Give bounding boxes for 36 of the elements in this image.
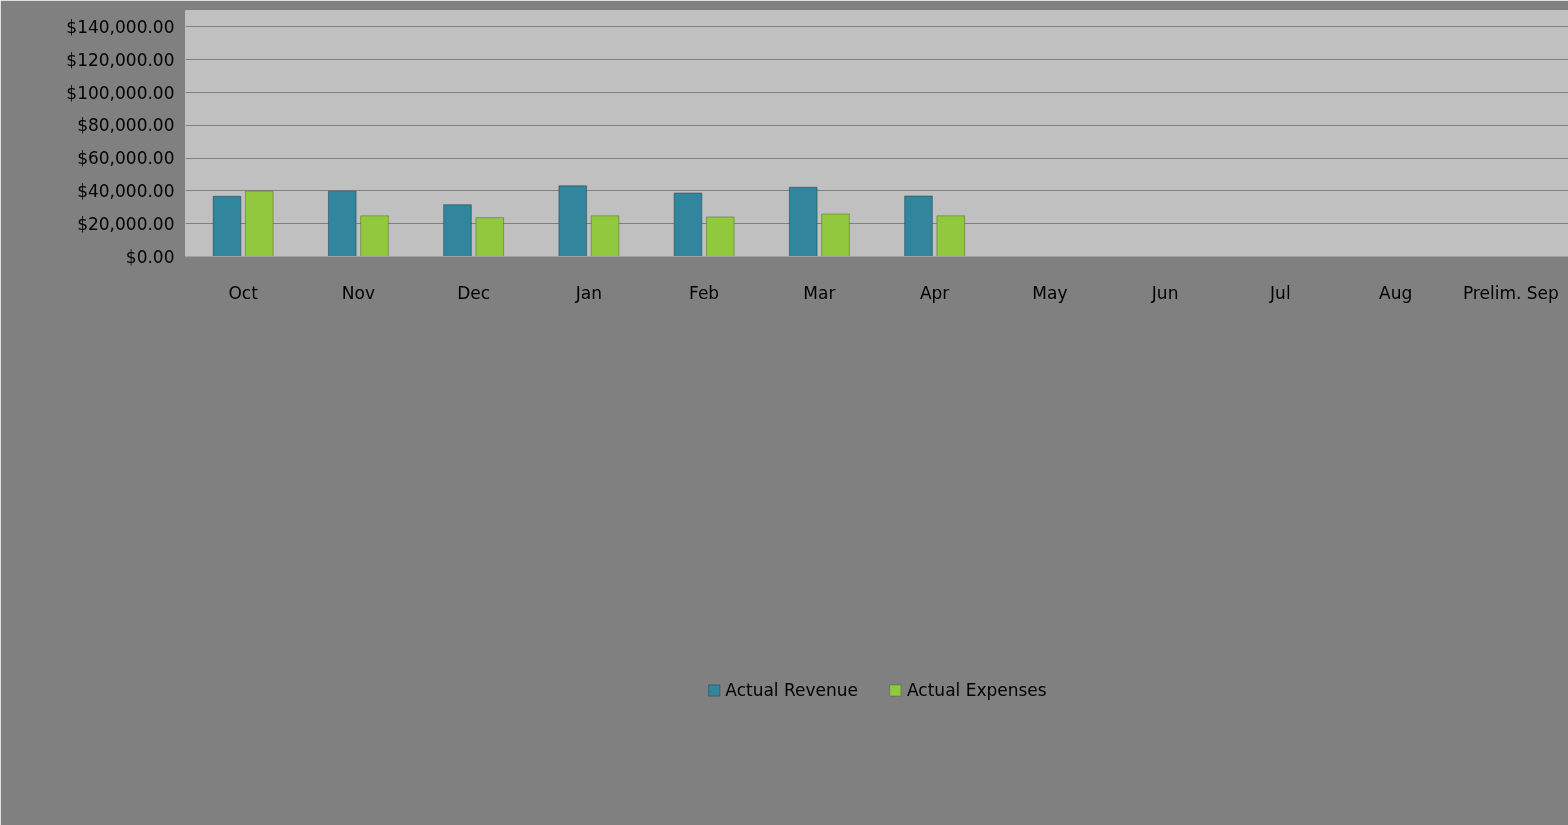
x-tick-label: Mar [803,282,836,303]
legend-label: Actual Expenses [907,680,1047,700]
bar [590,215,620,257]
y-tick-label: $120,000.00 [66,49,175,70]
x-tick-label: Oct [228,282,259,303]
bar [245,190,274,257]
x-tick-label: Aug [1379,282,1413,303]
bar [706,216,735,257]
x-tick-label: Apr [919,282,950,303]
x-tick-label: Dec [457,282,491,303]
y-tick-label: $20,000.00 [77,213,175,234]
bar [673,192,703,257]
bar [443,204,472,257]
y-tick-label: $60,000.00 [77,148,175,169]
x-tick-label: Nov [341,282,375,303]
bar [328,190,357,257]
bar [475,217,504,257]
bar [212,196,242,257]
bar [789,187,818,257]
y-tick-label: $40,000.00 [77,180,175,201]
bar [558,185,587,257]
x-tick-label: May [1032,282,1068,303]
y-tick-label: $0.00 [125,246,175,267]
bar [821,213,850,257]
x-tick-label: Jul [1269,282,1291,303]
legend-label: Actual Revenue [725,680,859,700]
x-tick-label: Jan [574,282,602,303]
y-tick-label: $100,000.00 [66,82,175,103]
bar [360,215,389,257]
y-tick-label: $140,000.00 [66,16,175,37]
bar [904,195,933,257]
x-tick-label: Prelim. Sep [1462,282,1559,303]
bar [936,215,965,257]
x-tick-label: Jun [1150,282,1179,303]
x-tick-label: Feb [689,282,720,303]
y-tick-label: $80,000.00 [77,115,175,136]
